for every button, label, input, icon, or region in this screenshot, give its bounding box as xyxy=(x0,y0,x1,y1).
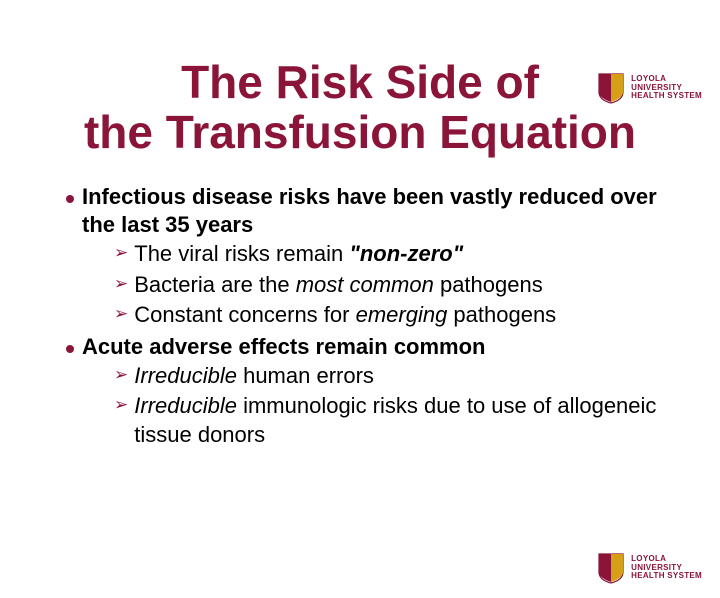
sub-bullet-text: Bacteria are the most common pathogens xyxy=(134,271,542,299)
chevron-icon: ➢ xyxy=(114,274,128,294)
bullet-level2: ➢ Irreducible human errors xyxy=(114,362,680,390)
logo-top: LOYOLA UNIVERSITY HEALTH SYSTEM xyxy=(597,72,702,104)
chevron-icon: ➢ xyxy=(114,365,128,385)
sub-bullet-text: Constant concerns for emerging pathogens xyxy=(134,301,556,329)
chevron-icon: ➢ xyxy=(114,395,128,415)
slide-content: Infectious disease risks have been vastl… xyxy=(0,183,720,448)
logo-line3: HEALTH SYSTEM xyxy=(631,572,702,581)
logo-line3: HEALTH SYSTEM xyxy=(631,92,702,101)
logo-text-top: LOYOLA UNIVERSITY HEALTH SYSTEM xyxy=(631,75,702,101)
logo-line1: LOYOLA xyxy=(631,555,702,564)
title-line2: the Transfusion Equation xyxy=(20,108,700,158)
logo-line2: UNIVERSITY xyxy=(631,564,702,573)
logo-bottom: LOYOLA UNIVERSITY HEALTH SYSTEM xyxy=(597,552,702,584)
bullet-dot-icon xyxy=(66,345,74,353)
bullet-level1: Infectious disease risks have been vastl… xyxy=(66,183,680,238)
sub-bullets: ➢ The viral risks remain "non-zero" ➢ Ba… xyxy=(114,240,680,328)
logo-text-bottom: LOYOLA UNIVERSITY HEALTH SYSTEM xyxy=(631,555,702,581)
bullet-level2: ➢ Irreducible immunologic risks due to u… xyxy=(114,392,680,448)
bullet-level1: Acute adverse effects remain common xyxy=(66,333,680,361)
sub-bullets: ➢ Irreducible human errors ➢ Irreducible… xyxy=(114,362,680,448)
shield-icon xyxy=(597,72,625,104)
bullet-text: Infectious disease risks have been vastl… xyxy=(82,183,680,238)
chevron-icon: ➢ xyxy=(114,304,128,324)
sub-bullet-text: Irreducible immunologic risks due to use… xyxy=(134,392,680,448)
sub-bullet-text: The viral risks remain "non-zero" xyxy=(134,240,463,268)
bullet-dot-icon xyxy=(66,195,74,203)
bullet-level2: ➢ Bacteria are the most common pathogens xyxy=(114,271,680,299)
bullet-level2: ➢ The viral risks remain "non-zero" xyxy=(114,240,680,268)
chevron-icon: ➢ xyxy=(114,243,128,263)
bullet-level2: ➢ Constant concerns for emerging pathoge… xyxy=(114,301,680,329)
bullet-text: Acute adverse effects remain common xyxy=(82,333,486,361)
sub-bullet-text: Irreducible human errors xyxy=(134,362,374,390)
shield-icon xyxy=(597,552,625,584)
